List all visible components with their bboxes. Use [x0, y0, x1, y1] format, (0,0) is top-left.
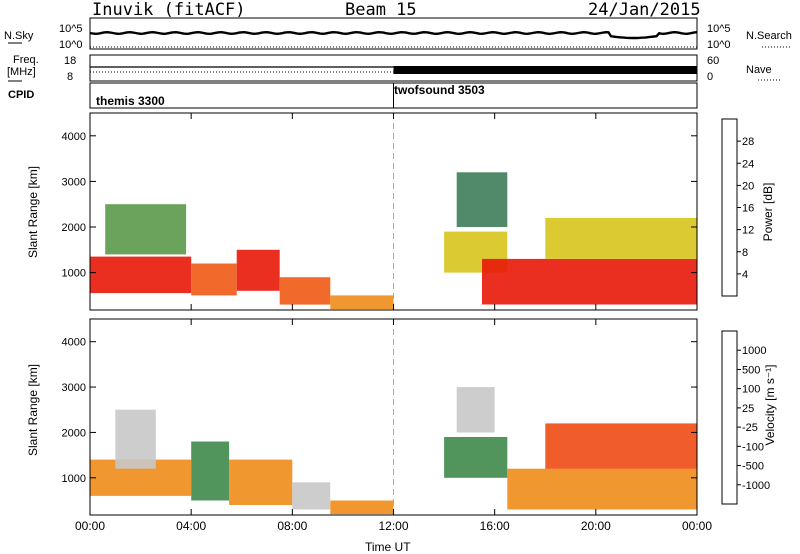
- velocity-cbtick-label-5: -100: [742, 441, 764, 453]
- beam-title: Beam 15: [345, 0, 417, 20]
- freq-tick-high: 18: [64, 55, 77, 67]
- freq-label-1: Freq.: [13, 54, 39, 66]
- velocity-ytick-label-2: 2000: [62, 427, 86, 439]
- station-title: Inuvik (fitACF): [92, 0, 246, 20]
- velocity-ylabel: Slant Range [km]: [26, 363, 40, 457]
- nsearch-label: N.Search: [746, 30, 792, 42]
- time-xlabel: Time UT: [365, 540, 411, 554]
- power-region-5: [330, 295, 394, 310]
- velocity-cbtick-label-0: 1000: [742, 345, 766, 357]
- power-cbtick-label-0: 28: [742, 136, 754, 148]
- power-colorbar-frame: [721, 118, 738, 297]
- power-cbtick-label-1: 24: [742, 158, 754, 170]
- power-region-9: [545, 217, 698, 259]
- power-cbtick-label-2: 20: [742, 180, 754, 192]
- velocity-region-9: [456, 387, 495, 433]
- power-region-8: [456, 172, 508, 227]
- cpid-segment-1: themis 3300: [96, 94, 165, 108]
- velocity-region-8: [545, 423, 698, 469]
- power-ytick-label-2: 2000: [62, 222, 86, 234]
- velocity-region-1: [115, 409, 156, 469]
- time-tick-label-0: 00:00: [75, 519, 105, 533]
- velocity-region-7: [507, 468, 697, 510]
- nsearch-tick-low: 10^0: [707, 39, 731, 51]
- power-region-2: [191, 263, 237, 296]
- power-region-1: [105, 204, 187, 255]
- power-ytick-label-0: 4000: [62, 131, 86, 143]
- velocity-region-6: [444, 437, 508, 478]
- cpid-segment-2: twofsound 3503: [394, 83, 485, 97]
- velocity-cbtick-label-3: 25: [742, 403, 754, 415]
- time-tick-label-4: 16:00: [480, 519, 510, 533]
- velocity-region-2: [191, 441, 230, 501]
- nsky-tick-high: 10^5: [59, 23, 83, 35]
- time-tick-label-1: 04:00: [176, 519, 206, 533]
- nsky-trace: [89, 30, 698, 40]
- velocity-cbtick-label-1: 500: [742, 364, 760, 376]
- nave-label: Nave: [746, 64, 772, 76]
- time-tick-label-2: 08:00: [277, 519, 307, 533]
- nsky-tick-low: 10^0: [59, 39, 83, 51]
- power-colorbar-label: Power [dB]: [761, 182, 775, 242]
- nsearch-tick-high: 10^5: [707, 23, 731, 35]
- time-tick-label-5: 20:00: [581, 519, 611, 533]
- power-cbtick-label-4: 12: [742, 225, 754, 237]
- velocity-colorbar-label: Velocity [m s⁻¹]: [763, 364, 777, 446]
- time-tick-label-3: 12:00: [378, 519, 408, 533]
- velocity-cbtick-label-6: -500: [742, 461, 764, 473]
- velocity-ytick-label-1: 3000: [62, 382, 86, 394]
- nave-tick-low: 0: [707, 71, 714, 83]
- velocity-colorbar-frame: [721, 330, 738, 505]
- cpid-label: CPID: [8, 89, 35, 101]
- power-region-0: [90, 256, 192, 294]
- time-tick-label-6: 00:00: [682, 519, 712, 533]
- power-ytick-label-3: 1000: [62, 268, 86, 280]
- velocity-ytick-label-3: 1000: [62, 473, 86, 485]
- velocity-ytick-label-0: 4000: [62, 337, 86, 349]
- velocity-cbtick-label-2: 100: [742, 384, 760, 396]
- power-cbtick-label-3: 16: [742, 203, 754, 215]
- velocity-cbtick-label-7: -1000: [742, 480, 770, 492]
- freq-tick-low: 8: [67, 71, 74, 83]
- power-ytick-label-1: 3000: [62, 176, 86, 188]
- freq-label-2: [MHz]: [7, 66, 36, 78]
- velocity-cbtick-label-4: -25: [742, 422, 758, 434]
- power-cbtick-label-6: 4: [742, 269, 748, 281]
- nave-tick-high: 60: [707, 55, 720, 67]
- power-cbtick-label-5: 8: [742, 247, 748, 259]
- nsky-label: N.Sky: [4, 30, 34, 42]
- date-title: 24/Jan/2015: [588, 0, 701, 20]
- velocity-region-4: [292, 482, 331, 510]
- power-region-3: [236, 249, 280, 291]
- velocity-region-5: [330, 500, 394, 515]
- power-ylabel: Slant Range [km]: [26, 165, 40, 259]
- power-region-7: [482, 258, 697, 305]
- freq-nave-band: [393, 66, 697, 74]
- velocity-region-3: [229, 459, 293, 505]
- power-region-4: [279, 277, 331, 305]
